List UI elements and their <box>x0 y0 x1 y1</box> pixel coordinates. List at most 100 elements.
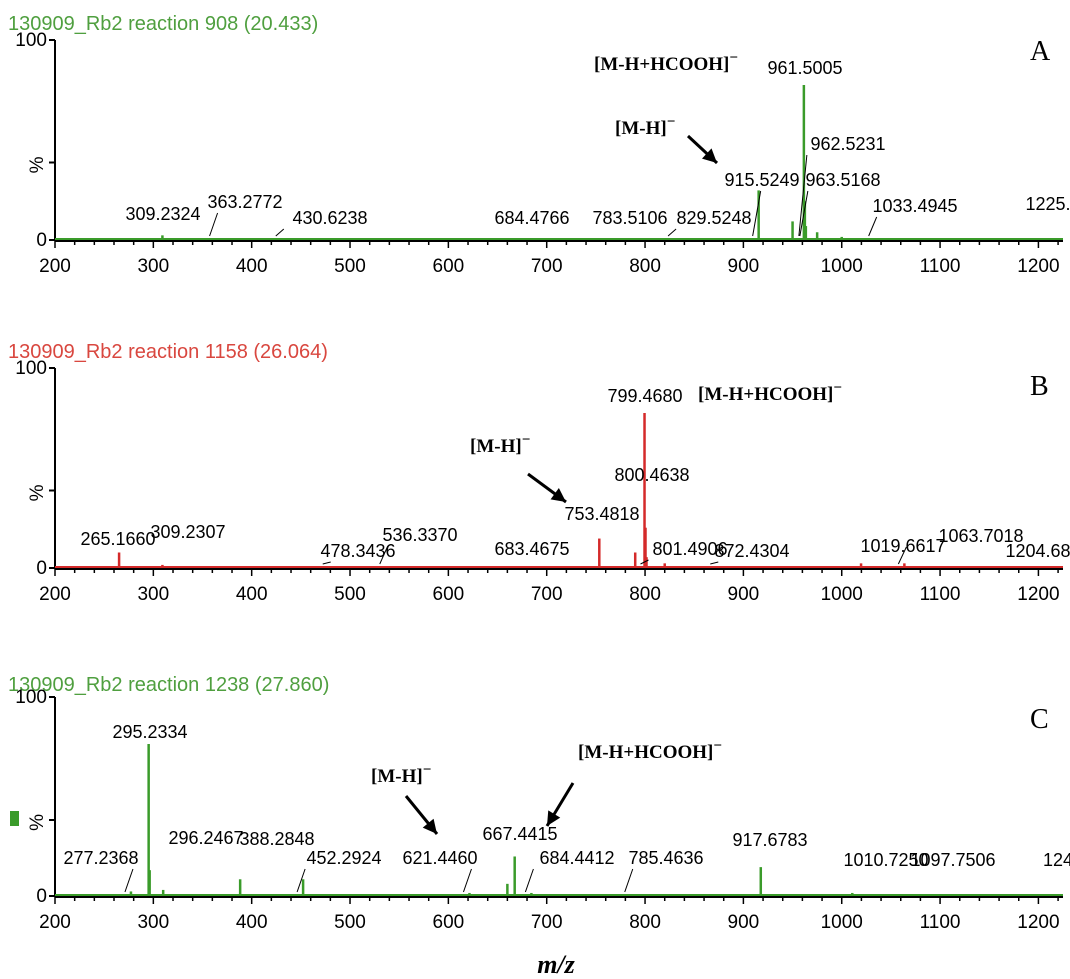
peak-label: 753.4818 <box>564 504 639 524</box>
label-leader <box>752 190 762 237</box>
x-tick-label: 800 <box>629 912 661 933</box>
peak-label: 430.6238 <box>292 208 367 228</box>
spectrum-panel-a: 130909_Rb2 reaction 908 (20.433) A 0% 100 20… <box>8 13 1070 277</box>
label-leader <box>296 868 306 893</box>
peak-label: 1097.7506 <box>910 850 995 870</box>
panel-title: 130909_Rb2 reaction 908 (20.433) <box>8 13 318 35</box>
x-tick-label: 500 <box>334 584 366 605</box>
label-leader <box>798 154 808 237</box>
peak-label: 363.2772 <box>207 192 282 212</box>
peak-label: 1033.4945 <box>872 196 957 216</box>
ion-annotation: [M-H]− <box>371 762 431 787</box>
y-tick-label: % <box>27 814 48 831</box>
spectrum-panel-b: 130909_Rb2 reaction 1158 (26.064) B 0% 100 2… <box>8 341 1070 605</box>
label-leader <box>524 868 534 893</box>
x-tick-label: 800 <box>629 584 661 605</box>
label-leader <box>462 868 472 893</box>
x-tick-label: 1000 <box>821 584 863 605</box>
label-leader <box>275 228 285 237</box>
peak-label: 872.4304 <box>714 541 789 561</box>
x-tick-label: 1000 <box>821 912 863 933</box>
legend-marker <box>10 811 19 826</box>
y-tick-label: 100 <box>15 30 47 51</box>
arrow-head <box>547 810 561 826</box>
arrow-head <box>550 488 566 502</box>
x-tick-label: 1000 <box>821 256 863 277</box>
peak-label: 667.4415 <box>482 824 557 844</box>
x-tick-label: 400 <box>236 256 268 277</box>
peak-label: 684.4412 <box>539 848 614 868</box>
peak-label: 800.4638 <box>614 465 689 485</box>
ion-annotation: [M-H+HCOOH]− <box>578 738 722 763</box>
peak-label: 621.4460 <box>402 848 477 868</box>
x-tick-label: 1200 <box>1017 912 1059 933</box>
peak-label: 917.6783 <box>732 830 807 850</box>
peak-label: 963.5168 <box>805 170 880 190</box>
x-tick-label: 1100 <box>920 912 961 933</box>
peak-label: 388.2848 <box>239 829 314 849</box>
x-tick-label: 1200 <box>1017 584 1059 605</box>
baseline-noise <box>55 894 1063 897</box>
label-leader <box>322 561 331 565</box>
peak-label: 1204.68 <box>1005 541 1070 561</box>
peak-label: 961.5005 <box>767 58 842 78</box>
peak-label: 1063.7018 <box>938 526 1023 546</box>
ion-annotation: [M-H+HCOOH]− <box>698 380 842 405</box>
spectrum-panel-c: 130909_Rb2 reaction 1238 (27.860) C 0% 100 2… <box>8 674 1070 933</box>
peak-label: 265.1660 <box>80 529 155 549</box>
x-tick-label: 600 <box>433 584 465 605</box>
x-tick-label: 1100 <box>920 256 961 277</box>
arrow-head <box>422 818 437 834</box>
peak-label: 124 <box>1043 850 1070 870</box>
peak-label: 277.2368 <box>63 848 138 868</box>
x-tick-label: 300 <box>137 912 169 933</box>
label-leader <box>124 868 134 893</box>
y-tick-label: 0 <box>36 230 47 251</box>
peak-label: 915.5249 <box>724 170 799 190</box>
peak-label: 829.5248 <box>676 208 751 228</box>
peak-label: 478.3436 <box>320 541 395 561</box>
ion-annotation: [M-H]− <box>615 114 675 139</box>
label-leader <box>624 868 634 893</box>
x-tick-label: 700 <box>531 256 563 277</box>
x-axis-title: m/z <box>537 950 575 979</box>
x-tick-label: 200 <box>39 256 71 277</box>
x-tick-label: 700 <box>531 584 563 605</box>
label-leader <box>667 228 677 237</box>
x-tick-label: 400 <box>236 584 268 605</box>
y-tick-label: 0 <box>36 886 47 907</box>
x-tick-label: 900 <box>728 256 760 277</box>
x-tick-label: 500 <box>334 912 366 933</box>
peak-label: 683.4675 <box>494 539 569 559</box>
peak-label: 783.5106 <box>592 208 667 228</box>
y-tick-label: 100 <box>15 687 47 708</box>
x-tick-label: 1100 <box>920 584 961 605</box>
x-tick-label: 900 <box>728 584 760 605</box>
peak-label: 1010.7250 <box>843 850 928 870</box>
peak-label: 962.5231 <box>810 134 885 154</box>
peak-label: 309.2324 <box>125 204 200 224</box>
label-leader <box>640 559 649 565</box>
baseline-noise <box>55 566 1063 569</box>
panel-letter: A <box>1030 36 1051 67</box>
y-tick-label: 100 <box>15 358 47 379</box>
x-tick-label: 500 <box>334 256 366 277</box>
panel-title: 130909_Rb2 reaction 1238 (27.860) <box>8 674 329 696</box>
x-tick-label: 600 <box>433 912 465 933</box>
label-leader <box>379 545 389 565</box>
label-leader <box>799 190 809 237</box>
peak-label: 536.3370 <box>382 525 457 545</box>
peak-label: 1019.6617 <box>860 536 945 556</box>
peak-label: 296.2467 <box>168 828 243 848</box>
label-leader <box>868 216 878 237</box>
y-tick-label: 0 <box>36 558 47 579</box>
label-leader <box>897 546 907 565</box>
x-tick-label: 700 <box>531 912 563 933</box>
y-tick-label: % <box>27 484 48 501</box>
x-tick-label: 200 <box>39 584 71 605</box>
panel-letter: C <box>1030 704 1049 735</box>
baseline-noise <box>55 238 1063 241</box>
x-tick-label: 600 <box>433 256 465 277</box>
label-leader <box>710 561 719 565</box>
